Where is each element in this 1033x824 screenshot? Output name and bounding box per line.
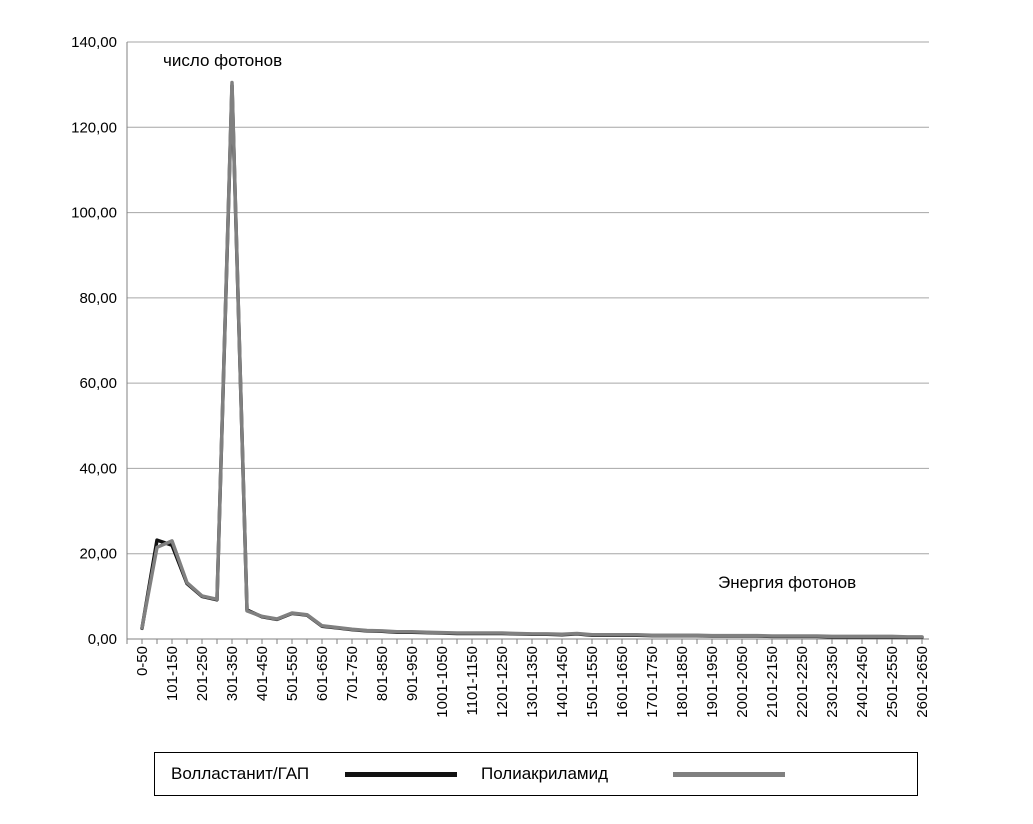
x-tick-label: 1801-1850 xyxy=(674,646,691,718)
x-tick-label: 1901-1950 xyxy=(704,646,721,718)
x-tick-label: 601-650 xyxy=(314,646,331,701)
series-line-2 xyxy=(140,80,924,639)
x-tick-label: 201-250 xyxy=(194,646,211,701)
x-tick-label: 501-550 xyxy=(284,646,301,701)
x-tick-label: 2401-2450 xyxy=(854,646,871,718)
x-tick-label: 1601-1650 xyxy=(614,646,631,718)
y-tick-label: 100,00 xyxy=(71,205,117,222)
legend: Волластанит/ГАП Полиакриламид xyxy=(154,752,918,796)
y-axis-label: число фотонов xyxy=(163,51,282,70)
x-tick-label: 1301-1350 xyxy=(524,646,541,718)
x-tick-label: 701-750 xyxy=(344,646,361,701)
x-axis-label: Энергия фотонов xyxy=(718,573,856,592)
x-tick-label: 2201-2250 xyxy=(794,646,811,718)
y-tick-label: 120,00 xyxy=(71,119,117,136)
y-tick-label: 0,00 xyxy=(88,631,117,648)
x-tick-label: 1101-1150 xyxy=(464,646,481,716)
x-tick-label: 901-950 xyxy=(404,646,421,701)
x-tick-label: 401-450 xyxy=(254,646,271,701)
x-tick-label: 801-850 xyxy=(374,646,391,701)
y-tick-label: 80,00 xyxy=(79,290,117,307)
series-lines xyxy=(140,80,924,640)
x-tick-label: 2101-2150 xyxy=(764,646,781,718)
y-tick-label: 20,00 xyxy=(79,546,117,563)
gridlines xyxy=(127,41,929,555)
legend-label-series-2: Полиакриламид xyxy=(481,764,609,783)
x-tick-label: 1001-1050 xyxy=(434,646,451,718)
axes xyxy=(126,42,929,644)
y-tick-label: 40,00 xyxy=(79,460,117,477)
y-tick-label: 60,00 xyxy=(79,375,117,392)
legend-label-series-1: Волластанит/ГАП xyxy=(171,764,310,783)
x-tick-label: 301-350 xyxy=(224,646,241,701)
x-tick-label: 0-50 xyxy=(134,646,151,676)
x-tick-label: 1401-1450 xyxy=(554,646,571,718)
y-tick-label: 140,00 xyxy=(71,34,117,51)
x-tick-label: 2501-2550 xyxy=(884,646,901,718)
series-line-1 xyxy=(140,83,924,640)
x-tick-label: 2301-2350 xyxy=(824,646,841,718)
x-tick-label: 101-150 xyxy=(164,646,181,701)
x-tick-label: 1201-1250 xyxy=(494,646,511,718)
x-tick-label: 1701-1750 xyxy=(644,646,661,718)
x-tick-label: 1501-1550 xyxy=(584,646,601,718)
x-tick-label: 2001-2050 xyxy=(734,646,751,718)
y-axis-tick-labels: 0,00 20,00 40,00 60,00 80,00 100,00 120,00 140,… xyxy=(71,34,117,648)
x-tick-label: 2601-2650 xyxy=(914,646,931,718)
legend-swatch-series-1 xyxy=(345,772,457,777)
legend-swatch-series-2 xyxy=(673,772,785,777)
x-axis-tick-labels: 0-50 101-150 201-250 301-350 401-450 501-550 6… xyxy=(134,646,931,718)
